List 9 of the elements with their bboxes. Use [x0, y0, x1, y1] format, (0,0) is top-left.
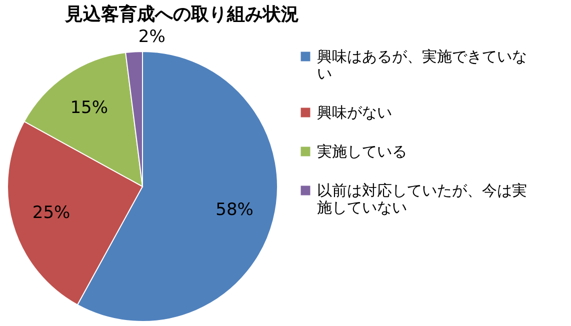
chart-title: 見込客育成への取り組み状況	[64, 2, 299, 25]
data-label: 25%	[32, 203, 70, 224]
data-label: 15%	[70, 98, 108, 118]
legend-label: 興味がない	[317, 104, 392, 122]
data-label: 2%	[138, 26, 166, 47]
legend-label: 興味はあるが、実施できていない	[317, 48, 527, 82]
legend-label: 以前は対応していたが、今は実施していない	[317, 182, 527, 216]
legend-label: 実施している	[317, 142, 407, 160]
data-label: 58%	[216, 200, 254, 220]
